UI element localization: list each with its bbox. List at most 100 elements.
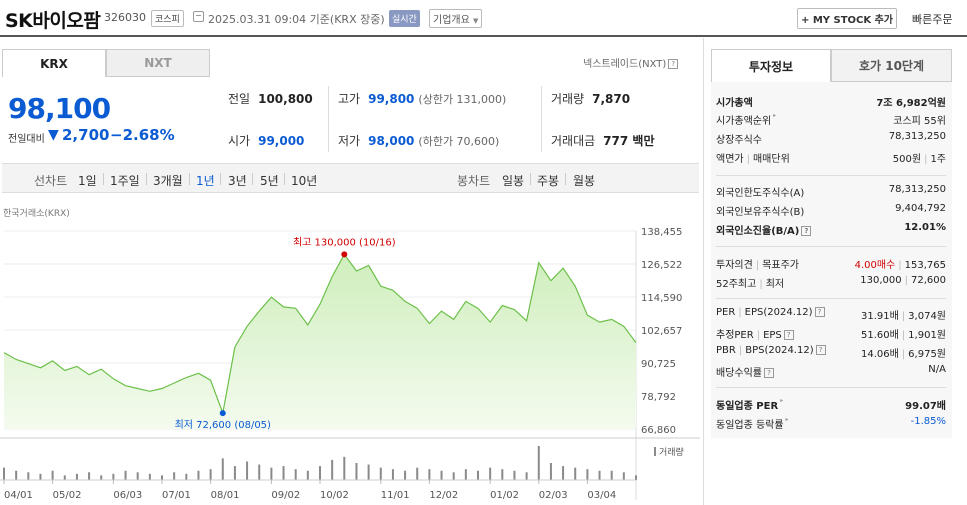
y-tick-label: 126,522 (641, 260, 682, 271)
divider (284, 173, 285, 185)
volume-bar (148, 473, 151, 480)
x-tick-label: 04/01 (4, 490, 33, 501)
tab-krx[interactable]: KRX (2, 49, 106, 77)
volume-bar (586, 469, 589, 480)
opinion-row: 투자의견 | 목표주가 4.00매수 | 153,765 (716, 260, 946, 271)
panel-divider (703, 38, 704, 505)
volume-bar (161, 475, 163, 480)
divider (328, 86, 329, 152)
volume-bars: 거래량 (0, 437, 700, 481)
add-my-stock-button[interactable]: + MY STOCK 추가 (797, 8, 897, 29)
candle-daily[interactable]: 일봉 (502, 174, 525, 188)
foreign-ratio-value: 12.01% (904, 222, 946, 233)
volume-bar (635, 475, 637, 480)
x-tick-label: 11/01 (381, 490, 410, 501)
par-label: 액면가 (716, 154, 744, 165)
divider (716, 387, 946, 388)
volume-bar (282, 466, 285, 480)
per-value: 31.91배 (860, 311, 899, 322)
sector-per-row[interactable]: 동일업종 PER ▸ 99.07배 (716, 397, 946, 413)
divider (189, 173, 190, 185)
y-tick-label: 138,455 (641, 227, 682, 238)
help-icon[interactable]: ? (814, 307, 825, 317)
dividend-value: N/A (928, 364, 946, 375)
sector-chg-row[interactable]: 동일업종 등락률 ▸ -1.85% (716, 416, 946, 432)
corp-info-dropdown[interactable]: 기업개요 ▼ (429, 9, 483, 28)
volume-bar (379, 467, 382, 480)
volume-bar (331, 459, 334, 480)
eps-label: EPS(2024.12) (744, 307, 813, 318)
help-icon[interactable]: ? (764, 368, 774, 378)
tab-invest-info[interactable]: 투자정보 (711, 49, 831, 82)
help-icon[interactable]: ? (783, 330, 794, 340)
market-cap-label: 시가총액 (716, 98, 753, 109)
period-5y[interactable]: 5년 (260, 174, 279, 188)
unit-value: 1주 (930, 154, 946, 165)
est-eps-value: 1,901원 (908, 330, 946, 341)
volume-bar (477, 470, 479, 480)
divider (565, 173, 566, 185)
upper-limit: (상한가 131,000) (418, 93, 507, 106)
price-chart[interactable]: 138,455 126,522 114,590 102,657 90,725 78,792… (0, 220, 700, 505)
shares-row: 상장주식수 78,313,250 (716, 131, 946, 147)
low-value: 98,000 (368, 134, 415, 148)
divider (716, 246, 946, 247)
nextrade-label: 넥스트레이드(NXT) (583, 59, 667, 70)
min-label: 최저 72,600 (08/05) (175, 419, 271, 431)
divider (716, 298, 946, 299)
max-point (341, 251, 348, 258)
open-label: 시가 (228, 134, 251, 148)
high-label: 고가 (338, 92, 361, 106)
market-cap-rank-label: 시가총액순위 (716, 116, 772, 127)
chart-source: 한국거래소(KRX) (3, 209, 70, 219)
volume-bar (440, 470, 443, 480)
volume-bar (501, 469, 504, 480)
period-1d[interactable]: 1일 (78, 174, 97, 188)
period-3y[interactable]: 3년 (228, 174, 247, 188)
market-cap-rank-row[interactable]: 시가총액순위 ▸ 코스피 55위 (716, 112, 946, 128)
volume-bar (525, 472, 528, 480)
help-icon[interactable]: ? (801, 226, 812, 236)
volume-bar (537, 446, 540, 480)
period-1y[interactable]: 1년 (196, 174, 215, 188)
pbr-row: PBR | BPS(2024.12)? 14.06배 | 6,975원 (716, 345, 946, 360)
week52-row: 52주최고 | 최저 130,000 | 72,600 (716, 275, 946, 290)
help-icon[interactable]: ? (815, 345, 826, 355)
trade-amount: 거래대금 777 백만 (551, 132, 654, 149)
open: 시가 99,000 (228, 132, 304, 149)
sector-per-label: 동일업종 PER (716, 401, 779, 412)
period-3m[interactable]: 3개월 (153, 174, 183, 188)
volume-label: 거래량 (551, 92, 585, 106)
candle-weekly[interactable]: 주봉 (537, 174, 560, 188)
per-label: PER (716, 307, 736, 318)
trade-amount-value: 777 백만 (603, 134, 655, 148)
pbr-label: PBR (716, 345, 736, 356)
nextrade-link[interactable]: 넥스트레이드(NXT)? (583, 55, 679, 70)
market-badge: 코스피 (151, 10, 184, 27)
market-cap-rank-value: 코스피 55위 (893, 116, 946, 127)
sector-per-value: 99.07배 (905, 401, 946, 412)
help-icon[interactable]: ? (668, 59, 679, 69)
tab-orderbook[interactable]: 호가 10단계 (831, 49, 952, 82)
period-1w[interactable]: 1주일 (110, 174, 140, 188)
volume-bar (428, 469, 431, 480)
volume-legend-icon (654, 447, 656, 456)
y-tick-label: 66,860 (641, 425, 676, 436)
eps-value: 3,074원 (908, 311, 946, 322)
trade-amount-label: 거래대금 (551, 134, 596, 148)
tab-nxt[interactable]: NXT (106, 49, 210, 77)
volume-bar (136, 472, 139, 480)
divider (103, 173, 104, 185)
calendar-icon (193, 11, 204, 22)
candle-monthly[interactable]: 월봉 (573, 174, 596, 188)
period-10y[interactable]: 10년 (291, 174, 318, 188)
foreign-hold-label: 외국인보유주식수(B) (716, 207, 805, 218)
fast-order-link[interactable]: 빠른주문 (912, 13, 953, 26)
volume-bar (197, 470, 200, 480)
volume-bar (355, 463, 358, 480)
price-area (4, 254, 636, 429)
x-tick-label: 10/02 (320, 490, 349, 501)
divider (716, 175, 946, 176)
min-point (219, 410, 226, 417)
foreign-ratio-label: 외국인소진율(B/A) (716, 226, 800, 237)
